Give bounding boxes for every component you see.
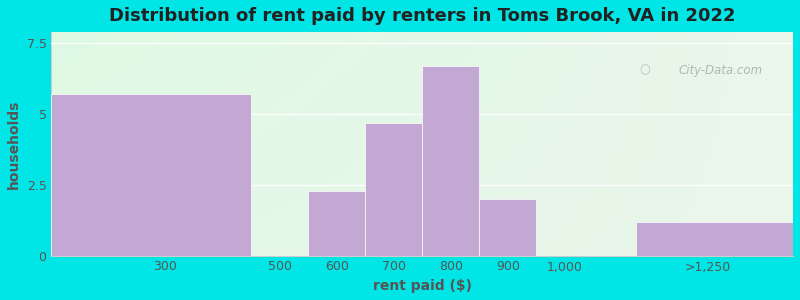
X-axis label: rent paid ($): rent paid ($) [373, 279, 472, 293]
Bar [479, 199, 536, 256]
Text: ○: ○ [639, 64, 650, 76]
Bar [636, 222, 793, 256]
Bar [51, 94, 251, 256]
Bar [365, 123, 422, 256]
Text: City-Data.com: City-Data.com [678, 64, 762, 76]
Y-axis label: households: households [7, 99, 21, 188]
Title: Distribution of rent paid by renters in Toms Brook, VA in 2022: Distribution of rent paid by renters in … [109, 7, 735, 25]
Bar [308, 190, 365, 256]
Bar [422, 66, 479, 256]
